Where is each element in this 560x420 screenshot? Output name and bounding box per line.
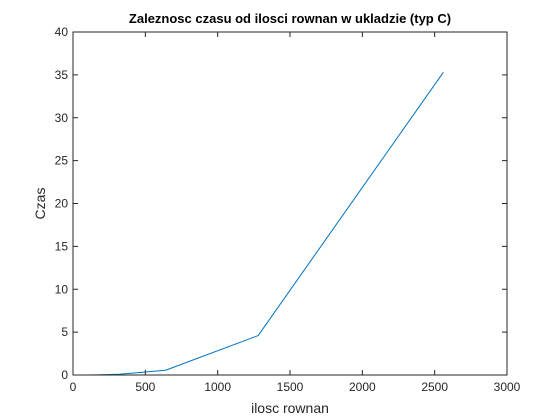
x-tick-label: 2000 (349, 380, 376, 394)
x-tick-label: 0 (70, 380, 77, 394)
y-tick-label: 40 (55, 25, 69, 39)
y-tick-label: 5 (61, 325, 68, 339)
y-tick-label: 20 (55, 197, 69, 211)
y-tick-label: 25 (55, 154, 69, 168)
chart-title: Zaleznosc czasu od ilosci rownan w uklad… (129, 11, 451, 26)
plot-area (73, 32, 507, 375)
x-tick-label: 1000 (204, 380, 231, 394)
x-tick-label: 1500 (277, 380, 304, 394)
x-axis-title: ilosc rownan (251, 400, 329, 416)
y-tick-label: 30 (55, 111, 69, 125)
x-tick-label: 2500 (421, 380, 448, 394)
y-tick-label: 15 (55, 239, 69, 253)
y-tick-label: 10 (55, 282, 69, 296)
x-tick-label: 3000 (494, 380, 521, 394)
y-tick-label: 0 (61, 368, 68, 382)
ticks-layer: 0 500 1000 1500 2000 2500 3000 0 5 10 15 20 25 30 35 40 (55, 25, 521, 394)
x-tick-label: 500 (135, 380, 155, 394)
y-axis-title: Czas (32, 188, 48, 220)
y-tick-label: 35 (55, 68, 69, 82)
